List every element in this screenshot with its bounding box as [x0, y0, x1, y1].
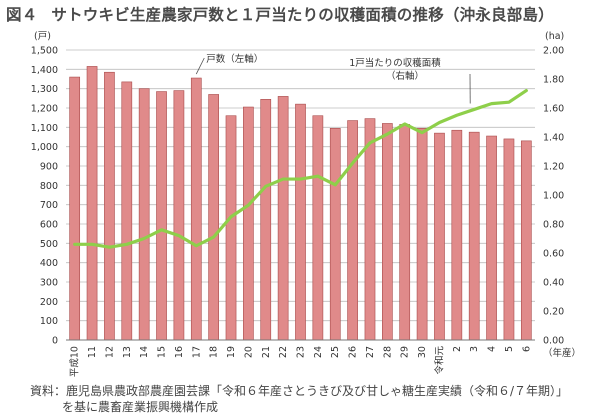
bar [451, 129, 463, 341]
line-legend-label: 1戸当たりの収穫面積 [349, 57, 441, 69]
x-tick-label: 11 [87, 346, 98, 358]
combo-chart: 0 100 200 300 400 500 600 700 800 900 1,000 1,100 1,… [31, 31, 581, 377]
y-right-tick-label: 1.80 [543, 75, 564, 86]
line-legend-label-2: （右軸） [386, 70, 424, 82]
x-axis-unit: （年産） [543, 347, 581, 359]
bar [104, 71, 115, 341]
x-tick-label: 14 [139, 346, 150, 358]
x-tick-label: 19 [226, 346, 237, 358]
y-left-tick-label: 600 [40, 220, 58, 231]
y-left-tick-label: 100 [40, 316, 58, 327]
x-tick-label: 22 [278, 346, 289, 358]
y-right-tick-label: 1.40 [543, 133, 564, 144]
bar [399, 124, 411, 341]
x-tick-label: 2 [452, 346, 463, 352]
y-right-tick-label: 0.80 [543, 220, 564, 231]
y-left-tick-label: 800 [40, 181, 58, 192]
bar [295, 103, 306, 341]
x-tick-label: 3 [469, 346, 480, 352]
bar-legend-label: 戸数（左軸） [206, 53, 263, 65]
x-tick-label: 20 [243, 346, 254, 358]
source-line-2: を基に農畜産業振興機構作成 [62, 400, 219, 414]
y-right-tick-label: 1.00 [543, 191, 564, 202]
page-title: 図４ サトウキビ生産農家戸数と１戸当たりの収穫面積の推移（沖永良部島） [6, 3, 554, 25]
x-tick-label: 16 [174, 346, 185, 358]
bar [503, 138, 515, 341]
bar [138, 88, 150, 341]
y-right-tick-label: 1.60 [543, 104, 564, 115]
bar [190, 77, 202, 341]
y-left-tick-label: 0 [52, 336, 58, 347]
y-right-tick-label: 0.60 [543, 249, 564, 260]
y-left-tick-label: 900 [40, 162, 58, 173]
x-tick-label: 25 [330, 346, 341, 358]
y-right-unit: (ha) [545, 31, 564, 42]
y-left-tick-label: 1,300 [31, 84, 58, 95]
y-left-tick-label: 1,000 [31, 142, 58, 153]
bar [468, 131, 480, 341]
bar-callout-line [195, 57, 205, 75]
bar [173, 90, 185, 341]
x-tick-label: 平成10 [69, 346, 81, 377]
x-tick-label: 13 [122, 346, 133, 358]
source-note: 資料：鹿児島県農政部農産園芸課「令和６年産さとうきび及び甘しゃ糖生産実績（令和６… [30, 383, 568, 415]
x-tick-label: 5 [504, 346, 515, 352]
x-tick-label: 6 [521, 346, 532, 352]
y-left-tick-label: 1,400 [31, 65, 58, 76]
bar [243, 106, 254, 341]
x-tick-label: 21 [261, 346, 272, 358]
bar [208, 94, 219, 341]
bar [260, 99, 272, 341]
y-right-tick-label: 2.00 [543, 46, 564, 57]
source-line-1: 資料：鹿児島県農政部農産園芸課「令和６年産さとうきび及び甘しゃ糖生産実績（令和６… [30, 384, 569, 398]
bar [382, 123, 393, 341]
y-left-tick-label: 500 [40, 239, 58, 250]
chart-title: サトウキビ生産農家戸数と１戸当たりの収穫面積の推移（沖永良部島） [51, 6, 554, 24]
x-tick-label: 27 [365, 346, 376, 358]
x-tick-label: 26 [348, 346, 359, 358]
bar [434, 132, 445, 341]
x-tick-label: 30 [417, 346, 428, 358]
x-tick-label: 17 [191, 346, 202, 358]
y-right-tick-label: 0.20 [543, 307, 564, 318]
y-right-tick-label: 1.20 [543, 162, 564, 173]
x-tick-label: 18 [209, 346, 220, 358]
y-left-tick-label: 700 [40, 200, 58, 211]
bar [347, 120, 358, 341]
bar [121, 81, 133, 341]
y-right-tick-label: 0.00 [543, 336, 564, 347]
bar [277, 96, 289, 341]
bar [312, 115, 324, 341]
x-tick-label: 28 [382, 346, 393, 358]
y-left-tick-label: 1,100 [31, 123, 58, 134]
x-tick-label: 24 [313, 346, 324, 358]
bar [156, 91, 167, 341]
y-left-unit: (戸) [34, 31, 51, 42]
bar [86, 66, 98, 341]
x-tick-label: 29 [400, 346, 411, 358]
y-right-tick-label: 0.40 [543, 278, 564, 289]
figure-label: 図４ [6, 6, 38, 24]
bar [486, 135, 497, 341]
bar [364, 118, 376, 341]
bar [69, 76, 81, 341]
bar [225, 115, 237, 341]
bar [520, 140, 532, 341]
x-tick-label: 23 [296, 346, 307, 358]
y-left-tick-label: 1,200 [31, 104, 58, 115]
y-left-tick-label: 300 [40, 278, 58, 289]
x-tick-label: 4 [487, 346, 498, 352]
x-tick-label: 令和元 [433, 346, 445, 375]
y-left-tick-label: 1,500 [31, 46, 58, 57]
bar [329, 128, 341, 341]
y-left-tick-label: 400 [40, 258, 58, 269]
x-tick-label: 12 [104, 346, 115, 358]
bar [416, 128, 428, 341]
y-left-tick-label: 200 [40, 297, 58, 308]
x-tick-label: 15 [157, 346, 168, 358]
